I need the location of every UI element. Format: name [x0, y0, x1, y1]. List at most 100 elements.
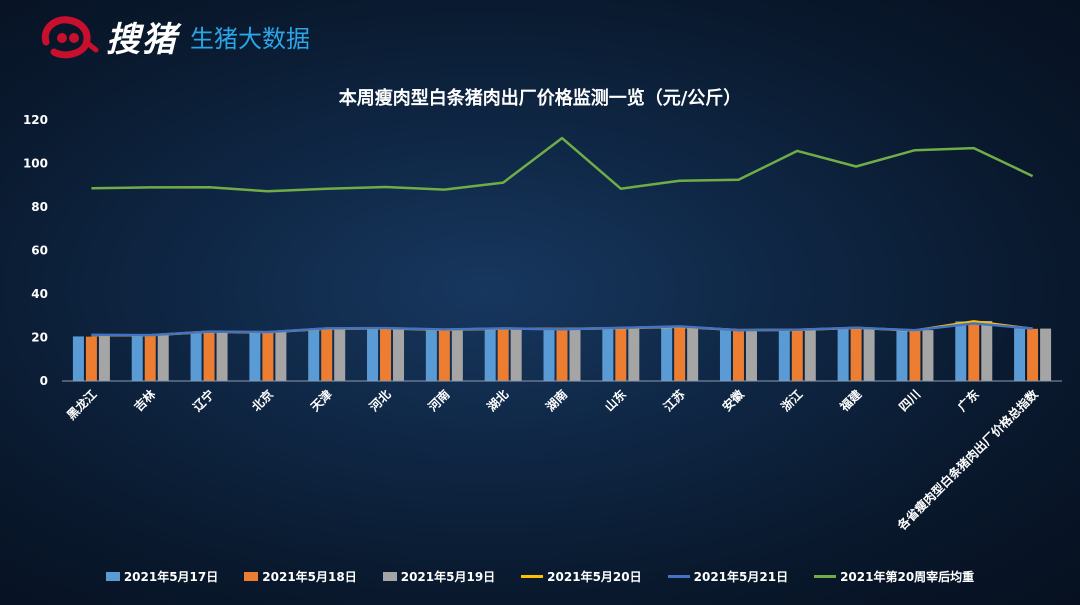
bar: [968, 322, 980, 381]
bar: [556, 329, 568, 381]
legend-item: 2021年5月17日: [105, 568, 219, 585]
x-tick-label: 湖南: [543, 387, 571, 415]
legend-label: 2021年5月18日: [262, 570, 357, 584]
bar: [543, 328, 555, 381]
bar: [569, 329, 581, 381]
bar: [922, 330, 934, 381]
brand-subtitle: 生猪大数据: [190, 24, 310, 53]
chart-legend: 2021年5月17日 2021年5月18日 2021年5月19日 2021年5月20日…: [0, 568, 1080, 585]
bar: [1040, 328, 1052, 381]
series-line: [91, 322, 1033, 337]
bar: [380, 328, 392, 381]
bar: [745, 329, 757, 381]
bar: [72, 336, 84, 381]
bar: [334, 328, 346, 381]
y-tick-label: 120: [23, 113, 48, 127]
bar: [791, 330, 803, 381]
bar: [438, 329, 450, 381]
y-tick-label: 60: [31, 244, 48, 258]
legend-label: 2021年5月19日: [400, 570, 496, 584]
legend-swatch: [382, 572, 397, 581]
bar: [1027, 328, 1039, 381]
x-tick-label: 广东: [954, 387, 982, 415]
x-tick-label: 北京: [248, 387, 276, 415]
bar: [484, 328, 496, 381]
bar: [262, 332, 274, 381]
legend-swatch: [667, 575, 690, 578]
bar: [615, 328, 627, 381]
bar: [1014, 328, 1026, 381]
bar: [981, 320, 993, 381]
bar: [674, 326, 686, 381]
x-tick-label: 江苏: [660, 387, 688, 415]
bar: [719, 329, 731, 381]
bar: [203, 332, 215, 381]
y-tick-label: 0: [40, 374, 48, 388]
legend-item: 2021年5月18日: [244, 568, 357, 585]
bar: [367, 328, 379, 381]
x-tick-label: 福建: [836, 386, 865, 415]
bar: [732, 330, 744, 381]
brand-name: 搜猪: [106, 19, 178, 60]
x-tick-label: 黑龙江: [63, 387, 99, 423]
x-tick-label: 吉林: [131, 387, 159, 415]
bar: [249, 332, 261, 381]
legend-swatch: [814, 575, 837, 578]
x-tick-label: 河南: [424, 387, 452, 415]
y-tick-label: 80: [31, 200, 48, 214]
series-line: [91, 136, 1034, 193]
bar: [909, 330, 921, 381]
y-tick-label: 40: [31, 287, 48, 301]
bar: [850, 328, 862, 381]
legend-swatch: [521, 575, 544, 578]
legend-label: 2021年5月20日: [547, 570, 642, 584]
bar: [451, 329, 463, 381]
bar: [497, 328, 509, 381]
bar: [804, 329, 816, 381]
bar: [275, 331, 287, 381]
chart-title: 本周瘦肉型白条猪肉出厂价格监测一览（元/公斤）: [338, 88, 742, 109]
bar: [661, 326, 673, 381]
legend-item: 2021年5月21日: [667, 568, 789, 585]
brand-logo: 搜猪 生猪大数据: [38, 12, 310, 60]
bar: [510, 328, 522, 381]
legend-swatch: [244, 572, 259, 581]
legend-item: 2021年5月20日: [521, 568, 642, 585]
bar: [896, 329, 908, 381]
bar: [628, 328, 640, 381]
bar: [144, 336, 156, 381]
bar: [955, 321, 967, 381]
legend-label: 2021年5月17日: [123, 570, 219, 584]
x-tick-label: 辽宁: [190, 387, 218, 415]
bar: [687, 326, 699, 381]
legend-item: 2021年5月19日: [382, 568, 496, 585]
bar: [308, 328, 320, 381]
legend-swatch: [105, 572, 120, 581]
x-tick-label: 安徽: [719, 386, 747, 414]
pig-logo-icon: [41, 16, 99, 59]
x-tick-label: 四川: [896, 387, 923, 414]
x-tick-label: 湖北: [484, 387, 512, 415]
bar: [157, 334, 169, 381]
bar: [131, 335, 143, 381]
bar: [778, 330, 790, 381]
x-tick-label: 山东: [601, 387, 629, 415]
x-tick-label: 河北: [365, 387, 393, 415]
y-tick-label: 20: [31, 331, 48, 345]
bar: [85, 336, 97, 381]
bar: [393, 327, 405, 381]
bar: [190, 331, 202, 381]
x-tick-label: 浙江: [778, 387, 806, 415]
bar: [863, 327, 875, 381]
bar: [837, 328, 849, 381]
legend-label: 2021年5月21日: [693, 570, 789, 584]
legend-item: 2021年第20周宰后均重: [814, 568, 974, 585]
legend-label: 2021年第20周宰后均重: [840, 570, 975, 584]
x-tick-label: 天津: [307, 387, 335, 415]
bar: [321, 328, 333, 381]
bar: [602, 328, 614, 381]
bar: [216, 331, 228, 381]
y-tick-label: 100: [23, 157, 48, 171]
bar: [425, 329, 437, 381]
